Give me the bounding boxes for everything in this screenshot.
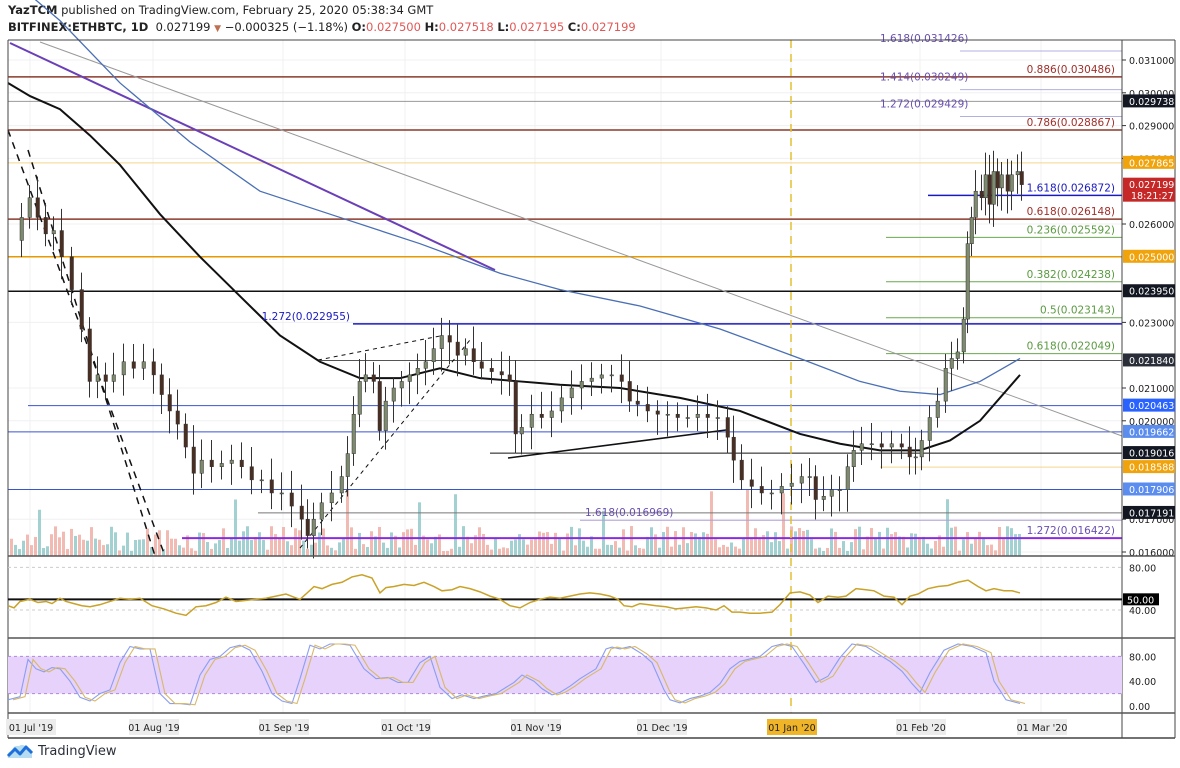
publisher-name: YazTCM <box>8 3 58 17</box>
svg-text:40.00: 40.00 <box>1129 677 1156 688</box>
svg-text:01 Sep '19: 01 Sep '19 <box>259 723 310 734</box>
svg-text:0.886(0.030486): 0.886(0.030486) <box>1027 64 1115 76</box>
svg-text:01 Dec '19: 01 Dec '19 <box>636 723 687 734</box>
tradingview-cloud-icon <box>6 744 34 758</box>
svg-text:0.019016: 0.019016 <box>1129 449 1174 460</box>
stoch-rsi-pane: 80.00 40.00 0.00 <box>7 643 1156 713</box>
close-label: C: <box>567 20 581 34</box>
svg-text:01 Aug '19: 01 Aug '19 <box>128 723 179 734</box>
svg-text:1.272(0.022955): 1.272(0.022955) <box>262 311 350 323</box>
svg-text:1.618(0.016969): 1.618(0.016969) <box>585 507 673 519</box>
ma-200-line <box>34 0 1021 396</box>
svg-text:1.618(0.026872): 1.618(0.026872) <box>1027 182 1115 194</box>
svg-text:50.00: 50.00 <box>1127 595 1154 606</box>
svg-text:0.026000: 0.026000 <box>1129 220 1174 231</box>
svg-text:0.786(0.028867): 0.786(0.028867) <box>1027 117 1115 129</box>
svg-text:0.017906: 0.017906 <box>1129 485 1174 496</box>
publish-info: YazTCM published on TradingView.com, Feb… <box>8 3 433 17</box>
svg-text:40.00: 40.00 <box>1129 606 1156 617</box>
svg-text:80.00: 80.00 <box>1129 652 1156 663</box>
svg-text:0.021840: 0.021840 <box>1129 356 1174 367</box>
svg-text:0.029000: 0.029000 <box>1129 122 1174 133</box>
trendlines <box>7 41 1123 557</box>
svg-text:0.017000: 0.017000 <box>1129 515 1174 526</box>
svg-text:18:21:27: 18:21:27 <box>1131 191 1174 202</box>
fib-annotations: 1.618(0.031426) 0.886(0.030486) 1.414(0.03… <box>262 33 1115 537</box>
high-label: H: <box>424 20 439 34</box>
svg-text:0.023000: 0.023000 <box>1129 318 1174 329</box>
svg-text:0.029738: 0.029738 <box>1129 97 1174 108</box>
svg-text:01 Oct '19: 01 Oct '19 <box>381 723 430 734</box>
published-text: published on TradingView.com, February 2… <box>57 3 434 17</box>
svg-text:0.020000: 0.020000 <box>1129 417 1174 428</box>
svg-text:01 Jul '19: 01 Jul '19 <box>9 723 53 734</box>
svg-text:0.021000: 0.021000 <box>1129 384 1174 395</box>
svg-text:0.027865: 0.027865 <box>1129 158 1174 169</box>
candlesticks <box>19 150 1024 559</box>
symbol-info: BITFINEX:ETHBTC, 1D 0.027199 ▼ −0.000325… <box>8 20 636 34</box>
svg-text:0.00: 0.00 <box>1129 702 1150 713</box>
price-change: −0.000325 (−1.18%) <box>224 20 348 34</box>
svg-text:0.018588: 0.018588 <box>1129 463 1174 474</box>
svg-text:0.236(0.025592): 0.236(0.025592) <box>1027 224 1115 236</box>
down-triangle-icon: ▼ <box>214 24 222 34</box>
volume-histogram <box>10 488 1021 556</box>
svg-text:01 Mar '20: 01 Mar '20 <box>1017 723 1068 734</box>
svg-text:01 Jan '20: 01 Jan '20 <box>768 723 815 734</box>
svg-text:1.272(0.029429): 1.272(0.029429) <box>880 99 968 111</box>
svg-text:0.016000: 0.016000 <box>1129 548 1174 559</box>
svg-text:1.272(0.016422): 1.272(0.016422) <box>1027 525 1115 537</box>
svg-text:1.414(0.030249): 1.414(0.030249) <box>880 72 968 84</box>
svg-text:0.618(0.026148): 0.618(0.026148) <box>1027 206 1115 218</box>
svg-text:0.030000: 0.030000 <box>1129 89 1174 100</box>
svg-text:01 Feb '20: 01 Feb '20 <box>896 723 946 734</box>
high-value: 0.027518 <box>438 20 494 34</box>
svg-text:0.5(0.023143): 0.5(0.023143) <box>1040 305 1115 317</box>
svg-text:0.020463: 0.020463 <box>1129 401 1174 412</box>
low-value: 0.027195 <box>509 20 565 34</box>
svg-text:0.025000: 0.025000 <box>1129 252 1174 263</box>
low-label: L: <box>497 20 510 34</box>
last-price: 0.027199 <box>155 20 211 34</box>
price-axis[interactable]: 0.0310000.0300000.0290000.0280000.026000… <box>1122 56 1175 559</box>
svg-text:80.00: 80.00 <box>1129 563 1156 574</box>
svg-text:0.019662: 0.019662 <box>1129 427 1174 438</box>
svg-text:1.618(0.031426): 1.618(0.031426) <box>880 33 968 45</box>
tradingview-logo[interactable]: TradingView <box>6 742 117 760</box>
svg-text:0.031000: 0.031000 <box>1129 56 1174 67</box>
svg-text:0.023950: 0.023950 <box>1129 287 1174 298</box>
open-value: 0.027500 <box>366 20 421 34</box>
svg-text:0.027199: 0.027199 <box>1129 180 1174 191</box>
brand-name: TradingView <box>38 743 117 759</box>
open-label: O: <box>351 20 367 34</box>
svg-text:01 Nov '19: 01 Nov '19 <box>510 723 561 734</box>
svg-text:0.618(0.022049): 0.618(0.022049) <box>1027 341 1115 353</box>
svg-text:0.382(0.024238): 0.382(0.024238) <box>1027 269 1115 281</box>
ma-100-line <box>7 82 1021 452</box>
close-value: 0.027199 <box>580 20 636 34</box>
symbol-name: BITFINEX:ETHBTC, 1D <box>8 20 149 34</box>
time-axis[interactable]: 01 Jul '19 01 Aug '19 01 Sep '19 01 Oct '19… <box>6 719 1175 739</box>
svg-text:0.017191: 0.017191 <box>1129 508 1174 519</box>
